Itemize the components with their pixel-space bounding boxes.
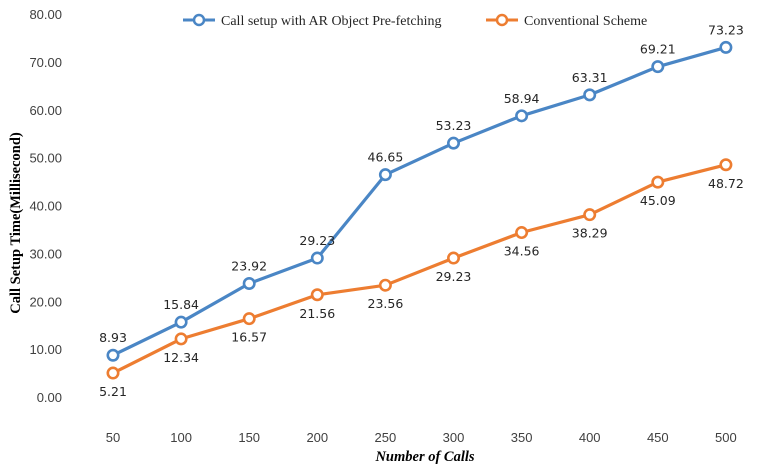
- x-tick-label: 300: [443, 430, 465, 445]
- data-point: [446, 251, 460, 265]
- data-label: 69.21: [640, 42, 676, 57]
- x-axis-title: Number of Calls: [374, 449, 474, 465]
- data-labels: 8.93 15.84 23.92 29.23 46.65 53.23 58.94 63.31 6…: [99, 22, 744, 399]
- y-tick-label: 40.00: [29, 199, 62, 214]
- series-line-1: [111, 163, 728, 375]
- y-tick-label: 70.00: [29, 55, 62, 70]
- x-tick-label: 200: [306, 430, 328, 445]
- y-tick-label: 0.00: [37, 390, 62, 405]
- data-point: [174, 332, 188, 346]
- series-points: [106, 40, 733, 380]
- data-label: 23.92: [231, 258, 267, 273]
- x-tick-label: 450: [647, 430, 669, 445]
- legend-marker-conventional: [495, 13, 509, 27]
- data-label: 16.57: [231, 330, 267, 345]
- y-tick-label: 30.00: [29, 246, 62, 261]
- y-tick-label: 50.00: [29, 151, 62, 166]
- data-point: [583, 88, 597, 102]
- data-label: 12.34: [163, 350, 199, 365]
- data-label: 29.23: [299, 233, 335, 248]
- y-axis-title: Call Setup Time(Millisecond): [8, 132, 24, 314]
- data-point: [719, 40, 733, 54]
- data-point: [310, 251, 324, 265]
- data-label: 8.93: [99, 330, 127, 345]
- data-label: 63.31: [572, 70, 608, 85]
- data-point: [515, 226, 529, 240]
- x-tick-label: 50: [106, 430, 120, 445]
- data-point: [106, 348, 120, 362]
- data-label: 5.21: [99, 384, 127, 399]
- data-label: 45.09: [640, 193, 676, 208]
- data-point: [651, 175, 665, 189]
- y-tick-label: 20.00: [29, 294, 62, 309]
- data-label: 38.29: [572, 226, 608, 241]
- data-label: 34.56: [504, 244, 540, 259]
- legend-label-conventional: Conventional Scheme: [524, 14, 647, 29]
- legend-marker-prefetch: [192, 13, 206, 27]
- data-label: 53.23: [436, 118, 472, 133]
- data-label: 73.23: [708, 22, 744, 37]
- x-tick-label: 100: [170, 430, 192, 445]
- legend-item-prefetch: Call setup with AR Object Pre-fetching: [183, 13, 441, 29]
- data-label: 48.72: [708, 176, 744, 191]
- data-point: [719, 158, 733, 172]
- data-point: [378, 168, 392, 182]
- data-point: [310, 288, 324, 302]
- data-point: [446, 136, 460, 150]
- legend-item-conventional: Conventional Scheme: [486, 13, 647, 29]
- data-label: 23.56: [368, 296, 404, 311]
- data-label: 58.94: [504, 91, 540, 106]
- x-tick-label: 500: [715, 430, 737, 445]
- x-tick-label: 250: [375, 430, 397, 445]
- legend-label-prefetch: Call setup with AR Object Pre-fetching: [221, 14, 441, 29]
- y-axis-ticks: 0.00 10.00 20.00 30.00 40.00 50.00 60.00 70.00 8…: [29, 7, 62, 405]
- data-label: 15.84: [163, 297, 199, 312]
- data-point: [242, 276, 256, 290]
- data-label: 29.23: [436, 269, 472, 284]
- legend: Call setup with AR Object Pre-fetching C…: [183, 13, 647, 29]
- x-tick-label: 150: [238, 430, 260, 445]
- y-tick-label: 80.00: [29, 7, 62, 22]
- series-line-0: [111, 45, 728, 357]
- data-point: [651, 60, 665, 74]
- data-point: [583, 208, 597, 222]
- data-point: [378, 278, 392, 292]
- x-tick-label: 400: [579, 430, 601, 445]
- data-label: 46.65: [368, 150, 404, 165]
- data-point: [242, 312, 256, 326]
- x-axis-ticks: 50 100 150 200 250 300 350 400 450 500: [106, 430, 737, 445]
- data-point: [106, 366, 120, 380]
- y-tick-label: 60.00: [29, 103, 62, 118]
- y-tick-label: 10.00: [29, 342, 62, 357]
- data-label: 21.56: [299, 306, 335, 321]
- data-point: [515, 109, 529, 123]
- x-tick-label: 350: [511, 430, 533, 445]
- data-point: [174, 315, 188, 329]
- series-lines: [111, 45, 728, 375]
